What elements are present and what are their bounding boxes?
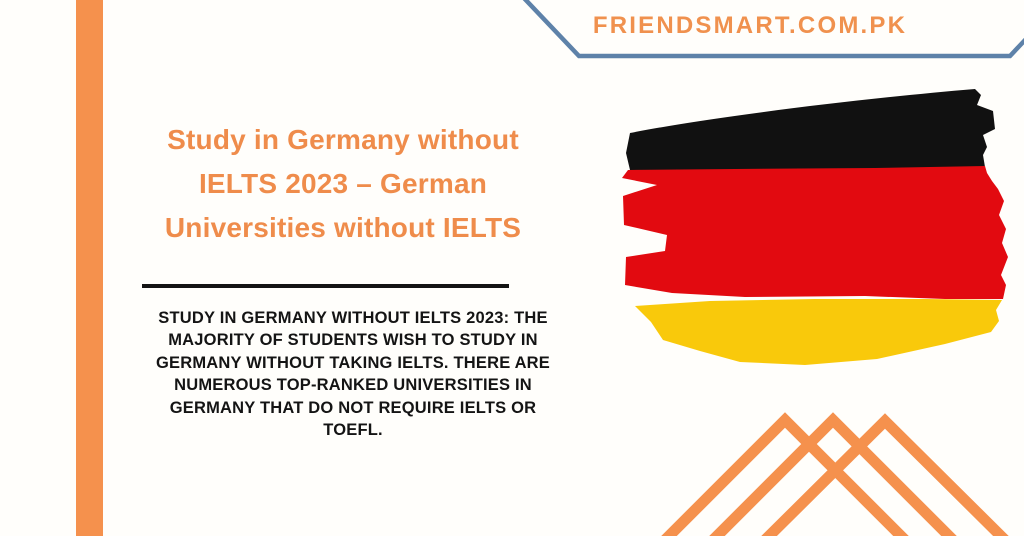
triangle-outline-middle — [709, 412, 957, 536]
triangle-outline-left — [661, 412, 909, 536]
flag-red-stripe — [622, 166, 1008, 299]
germany-flag-graphic — [622, 89, 1008, 365]
flag-black-stripe — [626, 89, 995, 171]
brand-banner-outline — [522, 0, 1024, 59]
page-title: Study in Germany without IELTS 2023 – Ge… — [164, 124, 522, 243]
triangle-pattern-graphic — [661, 412, 1009, 536]
divider-rule — [142, 284, 509, 288]
accent-bar — [76, 0, 103, 536]
triangle-outline-right — [761, 413, 1009, 536]
site-brand: FRIENDSMART.COM.PK — [592, 12, 908, 39]
banner-line — [522, 0, 1024, 59]
article-summary: STUDY IN GERMANY WITHOUT IELTS 2023: THE… — [155, 309, 551, 440]
flag-gold-stripe — [635, 299, 1002, 365]
triangle-outlines — [661, 412, 1009, 536]
